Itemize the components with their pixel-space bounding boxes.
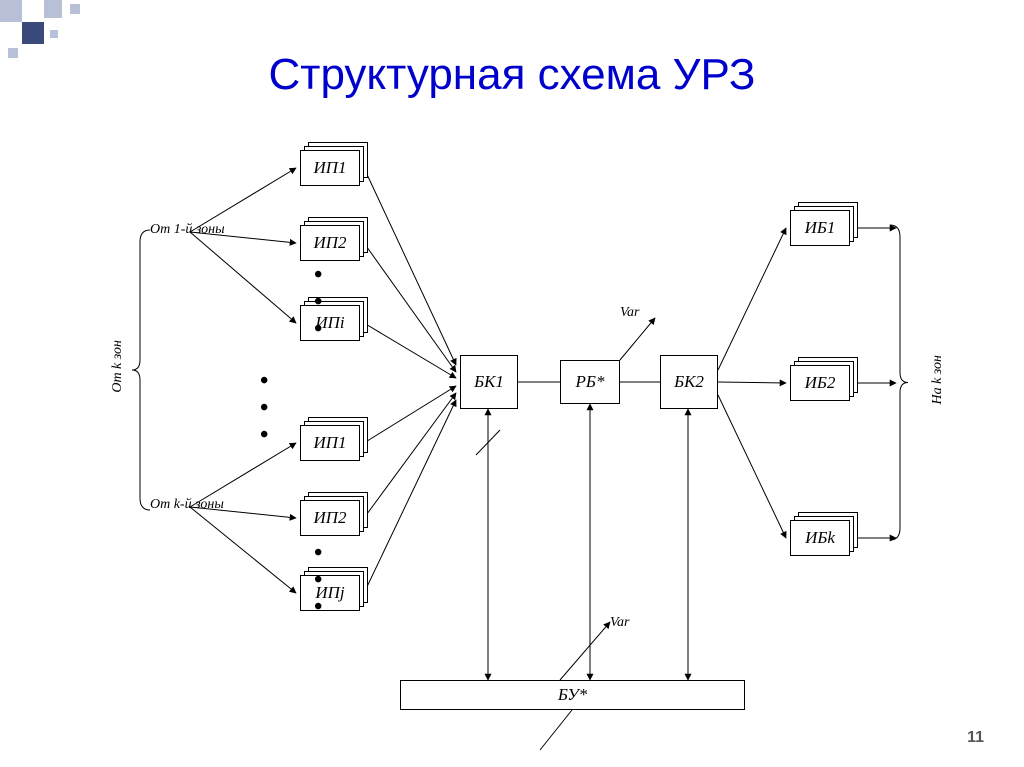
node-rb: РБ*: [560, 360, 620, 404]
label-var-1: Var: [610, 615, 629, 631]
node-ipjb: ИПj: [300, 575, 360, 611]
ellipsis: • • •: [314, 540, 326, 621]
label-zone1: От 1-й зоны: [150, 222, 225, 238]
page-number: 11: [967, 729, 984, 747]
ellipsis: • • •: [260, 368, 272, 449]
label-zonek: От k-й зоны: [150, 497, 224, 513]
node-ip2a: ИП2: [300, 225, 360, 261]
label-var-0: Var: [620, 305, 639, 321]
label-to-k-zones: На k зон: [930, 355, 946, 405]
ellipsis: • • •: [314, 262, 326, 343]
node-ib1: ИБ1: [790, 210, 850, 246]
node-bu: БУ*: [400, 680, 745, 710]
label-from-k-zones: От k зон: [110, 340, 126, 393]
node-ibk: ИБk: [790, 520, 850, 556]
node-bk1: БК1: [460, 355, 518, 409]
node-ip2b: ИП2: [300, 500, 360, 536]
node-ip1b: ИП1: [300, 425, 360, 461]
node-ib2: ИБ2: [790, 365, 850, 401]
node-ip1a: ИП1: [300, 150, 360, 186]
node-bk2: БК2: [660, 355, 718, 409]
node-ipia: ИПi: [300, 305, 360, 341]
